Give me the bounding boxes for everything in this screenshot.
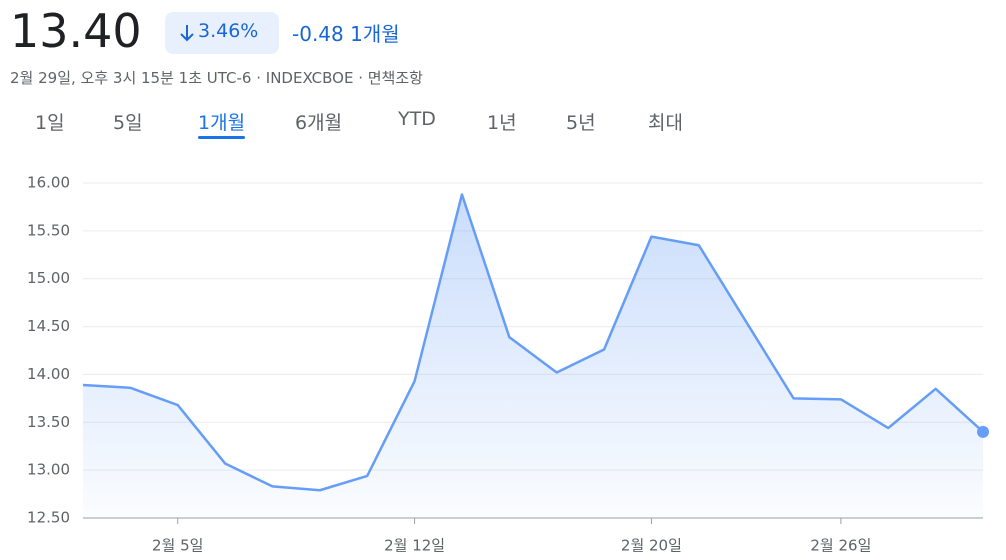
- y-tick-label: 12.50: [27, 509, 70, 527]
- y-tick-label: 14.00: [27, 365, 70, 383]
- change-badge: [165, 12, 279, 54]
- y-tick-label: 15.50: [27, 221, 70, 239]
- range-tab[interactable]: 1일: [35, 112, 65, 134]
- x-tick-label: 2월 20일: [621, 537, 682, 555]
- range-tab[interactable]: 1년: [487, 112, 517, 134]
- y-tick-label: 16.00: [27, 174, 70, 192]
- line: [82, 193, 984, 492]
- last-point: [977, 425, 989, 438]
- y-tick-label: 14.50: [27, 317, 70, 335]
- range-tab[interactable]: 5년: [566, 112, 596, 134]
- range-tab[interactable]: 1개월: [198, 112, 246, 134]
- change: -0.48 1개월: [292, 18, 400, 47]
- range-tab[interactable]: 최대: [648, 112, 683, 134]
- y-tick-label: 13.00: [27, 461, 70, 479]
- x-tick-label: 2월 26일: [810, 537, 871, 555]
- active-tab-indicator: [198, 136, 245, 139]
- y-tick-label: 15.00: [27, 269, 70, 287]
- range-tab[interactable]: 6개월: [295, 112, 343, 134]
- x-tick-label: 2월 12일: [384, 537, 445, 555]
- price: 13.40: [10, 4, 142, 58]
- range-tab[interactable]: 5일: [113, 112, 143, 134]
- period: 1개월: [350, 22, 400, 46]
- change-value: -0.48: [292, 22, 344, 46]
- range-tab[interactable]: YTD: [398, 108, 436, 130]
- y-tick-label: 13.50: [27, 413, 70, 431]
- x-tick-label: 2월 5일: [152, 537, 203, 555]
- down-arrow: [180, 25, 194, 42]
- subtitle: 2월 29일, 오후 3시 15분 1초 UTC-6 · INDEXCBOE ·…: [10, 69, 423, 87]
- change-percent: 3.46%: [198, 20, 259, 42]
